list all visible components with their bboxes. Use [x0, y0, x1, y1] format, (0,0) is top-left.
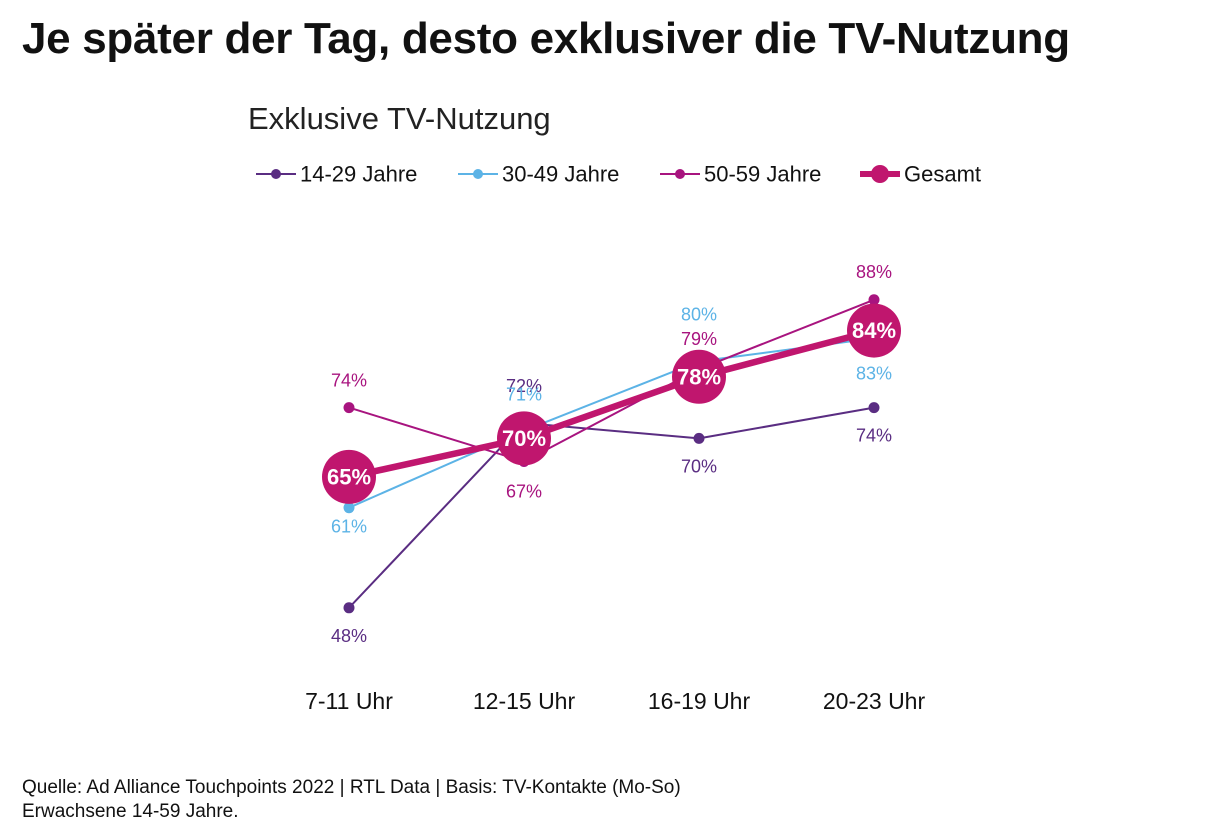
- chart-title: Exklusive TV-Nutzung: [248, 101, 551, 136]
- data-point-gesamt: [672, 349, 726, 404]
- legend-item-gesamt: Gesamt: [860, 162, 981, 187]
- data-point-50-59-jahre: [868, 294, 880, 306]
- source-note: Quelle: Ad Alliance Touchpoints 2022 | R…: [22, 776, 681, 824]
- legend-label: 50-59 Jahre: [704, 162, 821, 187]
- data-label-50-59-jahre: 79%: [681, 329, 717, 349]
- series-lines: [345, 298, 878, 609]
- x-tick-label: 7-11 Uhr: [305, 688, 393, 714]
- data-point-50-59-jahre: [343, 402, 355, 414]
- legend-swatch-marker: [271, 169, 281, 179]
- data-point-gesamt: [497, 411, 551, 466]
- x-tick-label: 16-19 Uhr: [648, 688, 751, 714]
- data-label-30-49-jahre: 83%: [856, 363, 892, 383]
- data-label-14-29-jahre: 48%: [331, 626, 367, 646]
- x-tick-label: 12-15 Uhr: [473, 688, 576, 714]
- data-label-14-29-jahre: 74%: [856, 426, 892, 446]
- legend: 14-29 Jahre 30-49 Jahre 50-59 Jahre Gesamt: [256, 162, 981, 187]
- legend-swatch-marker: [871, 165, 889, 183]
- data-label-30-49-jahre: 80%: [681, 304, 717, 324]
- data-label-14-29-jahre: 72%: [506, 376, 542, 396]
- legend-item-50-59-jahre: 50-59 Jahre: [660, 162, 821, 187]
- data-label-gesamt: 78%: [677, 364, 721, 389]
- data-label-30-49-jahre: 71%: [506, 385, 542, 405]
- data-label-30-49-jahre: 61%: [331, 517, 367, 537]
- legend-item-30-49-jahre: 30-49 Jahre: [458, 162, 619, 187]
- source-line-2: Erwachsene 14-59 Jahre.: [22, 801, 239, 822]
- page-title: Je später der Tag, desto exklusiver die …: [22, 14, 1070, 63]
- data-point-14-29-jahre: [343, 602, 355, 614]
- data-point-14-29-jahre: [868, 402, 880, 414]
- legend-swatch-marker: [473, 169, 483, 179]
- line-chart: Exklusive TV-Nutzung 14-29 Jahre 30-49 Ja…: [248, 101, 981, 714]
- data-label-50-59-jahre: 88%: [856, 262, 892, 282]
- legend-swatch-marker: [675, 169, 685, 179]
- data-point-gesamt: [322, 449, 376, 504]
- data-label-gesamt: 84%: [852, 318, 896, 343]
- data-labels: 48% 72% 70% 74% 61% 71% 80% 83% 74% 67% 79% 88% 65% 7…: [322, 262, 901, 646]
- data-label-50-59-jahre: 74%: [331, 371, 367, 391]
- series-line-14-29-jahre: [348, 406, 875, 609]
- data-point-30-49-jahre: [343, 502, 355, 514]
- data-label-gesamt: 65%: [327, 464, 371, 489]
- legend-label: 14-29 Jahre: [300, 162, 417, 187]
- series-points: [343, 294, 880, 614]
- series-line-30-49-jahre: [348, 337, 875, 509]
- legend-label: 30-49 Jahre: [502, 162, 619, 187]
- data-label-50-59-jahre: 67%: [506, 482, 542, 502]
- series-line-gesamt: [345, 327, 878, 481]
- data-point-14-29-jahre: [693, 432, 705, 444]
- x-axis-ticks: 7-11 Uhr 12-15 Uhr 16-19 Uhr 20-23 Uhr: [305, 688, 925, 714]
- data-label-14-29-jahre: 70%: [681, 456, 717, 476]
- x-tick-label: 20-23 Uhr: [823, 688, 926, 714]
- data-label-gesamt: 70%: [502, 426, 546, 451]
- source-line-1: Quelle: Ad Alliance Touchpoints 2022 | R…: [22, 777, 681, 798]
- data-point-gesamt: [847, 303, 901, 358]
- series-line-50-59-jahre: [348, 298, 875, 463]
- legend-label: Gesamt: [904, 162, 981, 187]
- legend-item-14-29-jahre: 14-29 Jahre: [256, 162, 417, 187]
